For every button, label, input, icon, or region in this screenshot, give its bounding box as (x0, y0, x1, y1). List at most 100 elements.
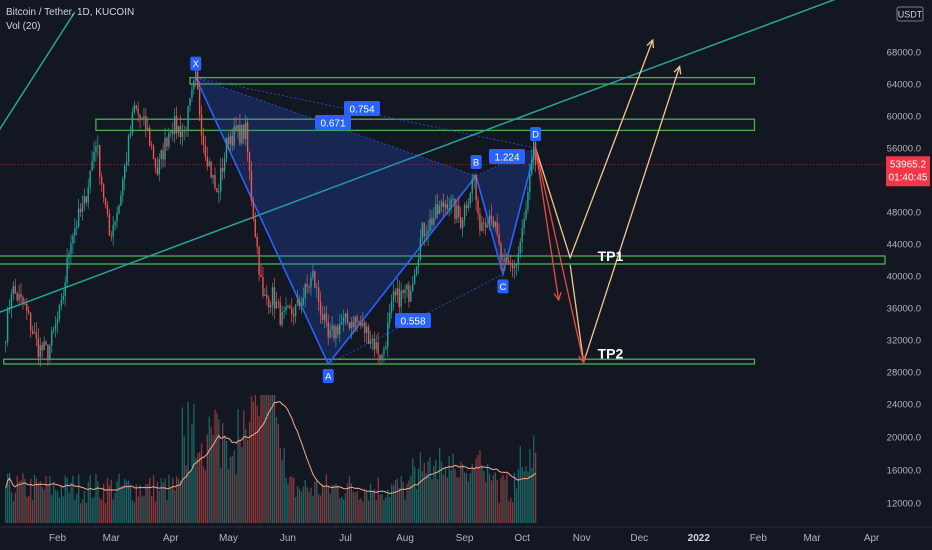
volume-bar (506, 473, 508, 523)
volume-moving-average (5, 401, 536, 495)
volume-bar (500, 477, 502, 523)
candle-body (4, 342, 7, 344)
candle-body (244, 122, 247, 139)
candle-body (233, 126, 235, 146)
volume-bar (465, 473, 468, 523)
support-resistance-zone (0, 255, 886, 265)
volume-bar (43, 489, 45, 523)
volume-bar (329, 493, 331, 523)
volume-bar (314, 481, 316, 523)
candle-body (229, 135, 232, 144)
candle-body (195, 71, 197, 81)
candle-body (8, 307, 11, 309)
candle-body (529, 174, 531, 193)
candle-body (256, 236, 258, 247)
candle-body (298, 300, 301, 307)
volume-bar (496, 479, 498, 523)
volume-bar (385, 497, 387, 523)
volume-bar (112, 499, 114, 523)
candle-body (531, 159, 533, 175)
candle-body (394, 291, 397, 296)
candle-body (47, 344, 49, 360)
volume-bar (475, 458, 477, 523)
volume-bar (335, 483, 337, 523)
candle-body (133, 105, 136, 113)
candle-body (68, 253, 70, 258)
pattern-point-label: X (193, 59, 200, 70)
volume-bar (93, 496, 95, 523)
volume-bar (37, 483, 40, 523)
pattern-point-x: X (190, 56, 202, 71)
volume-bar (87, 481, 89, 523)
volume-bar (373, 489, 376, 523)
candle-body (154, 159, 157, 168)
candle-body (137, 108, 139, 115)
candle-body (148, 127, 151, 146)
volume-bar (179, 480, 182, 523)
candle-body (79, 208, 82, 212)
volume-bar (379, 494, 381, 523)
candle-body (438, 206, 441, 214)
candle-body (54, 323, 57, 330)
candle-body (404, 289, 406, 293)
candle-body (62, 296, 64, 300)
volume-bar (103, 483, 105, 523)
candle-body (37, 338, 40, 358)
fib-ratio-badge (315, 115, 351, 130)
candle-body (162, 150, 164, 160)
volume-bar (435, 459, 437, 523)
candle-body (369, 340, 372, 344)
candle-body (250, 170, 253, 201)
volume-bar (227, 469, 230, 523)
volume-bar (108, 484, 111, 523)
volume-bar (245, 429, 247, 523)
projection-arrowhead (646, 38, 655, 49)
volume-bar (285, 478, 287, 523)
volume-bar (270, 395, 272, 523)
volume-bar (95, 473, 97, 523)
candle-body (344, 313, 347, 318)
volume-bar (199, 451, 201, 523)
volume-bar (197, 453, 199, 523)
candle-body (289, 306, 291, 309)
volume-bar (64, 475, 66, 523)
candle-body (152, 146, 155, 160)
currency-badge-box (896, 6, 924, 22)
candle-body (124, 165, 126, 180)
time-tick-label: Apr (864, 533, 880, 544)
volume-bar (471, 463, 473, 523)
candle-body (191, 89, 193, 99)
candle-body (262, 277, 264, 296)
volume-bar (452, 453, 454, 523)
volume-bar (454, 469, 456, 523)
volume-bar (423, 462, 425, 523)
volume-bar (116, 481, 118, 523)
candle-body (41, 344, 43, 351)
candle-body (481, 222, 483, 232)
candle-body (427, 230, 429, 235)
volume-bar (183, 436, 185, 523)
volume-bar (521, 466, 523, 523)
candle-body (302, 297, 304, 306)
volume-bar (456, 477, 458, 523)
chart-legend: Bitcoin / Tether, 1D, KUCOIN Vol (20) (6, 6, 134, 34)
volume-bar (319, 495, 322, 523)
volume-bar (152, 475, 155, 523)
pattern-point-badge (322, 369, 334, 383)
volume-bar (375, 500, 377, 523)
volume-bar (85, 502, 88, 523)
candle-body (271, 287, 274, 305)
volume-bar (444, 467, 447, 523)
candle-body (93, 152, 95, 162)
candle-body (523, 218, 525, 229)
volume-bar (91, 498, 93, 523)
volume-bar (479, 450, 481, 523)
candle-body (379, 354, 381, 360)
fib-ratio-text: 0.671 (320, 119, 345, 130)
volume-bar (275, 417, 278, 523)
volume-bar (189, 470, 191, 523)
volume-bar (254, 395, 256, 523)
candle-body (463, 205, 466, 220)
candle-body (118, 205, 120, 214)
